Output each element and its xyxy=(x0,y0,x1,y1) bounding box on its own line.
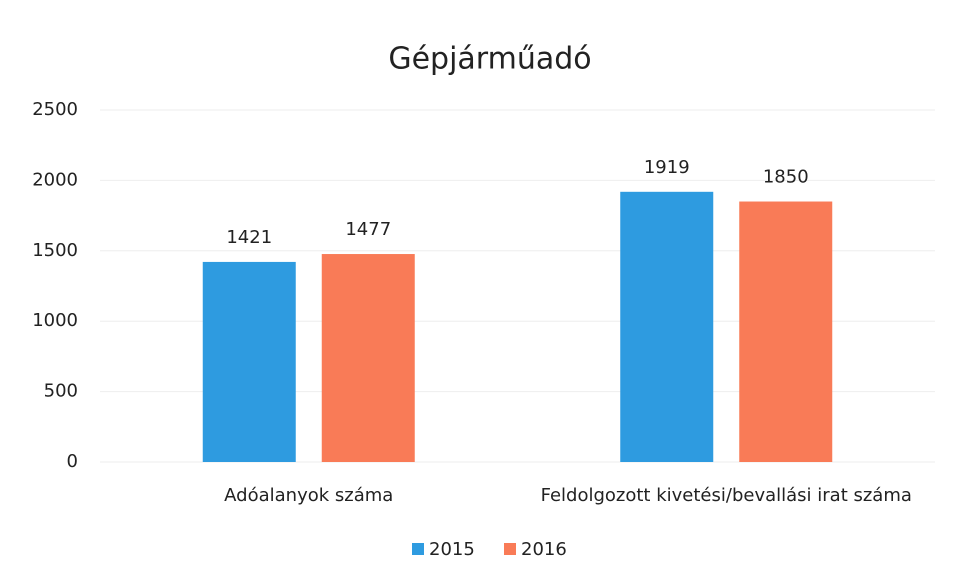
y-tick-label: 1500 xyxy=(32,240,78,261)
legend-swatch xyxy=(504,543,516,555)
bar xyxy=(739,201,833,462)
x-tick-label: Feldolgozott kivetési/bevallási irat szá… xyxy=(541,485,912,506)
legend-swatch xyxy=(412,543,424,555)
x-tick-label: Adóalanyok száma xyxy=(224,485,393,506)
bar xyxy=(202,261,296,462)
y-tick-label: 500 xyxy=(44,381,78,402)
legend-label: 2016 xyxy=(521,539,567,560)
y-tick-label: 0 xyxy=(67,451,78,472)
data-label: 1919 xyxy=(644,157,690,178)
data-label: 1421 xyxy=(226,227,272,248)
data-label: 1477 xyxy=(345,219,391,240)
y-tick-label: 1000 xyxy=(32,310,78,331)
chart-title: Gépjárműadó xyxy=(388,42,591,77)
y-tick-label: 2000 xyxy=(32,169,78,190)
bar xyxy=(620,191,714,462)
y-tick-label: 2500 xyxy=(32,99,78,120)
data-label: 1850 xyxy=(763,167,809,188)
legend-label: 2015 xyxy=(429,539,475,560)
bar xyxy=(321,254,415,462)
